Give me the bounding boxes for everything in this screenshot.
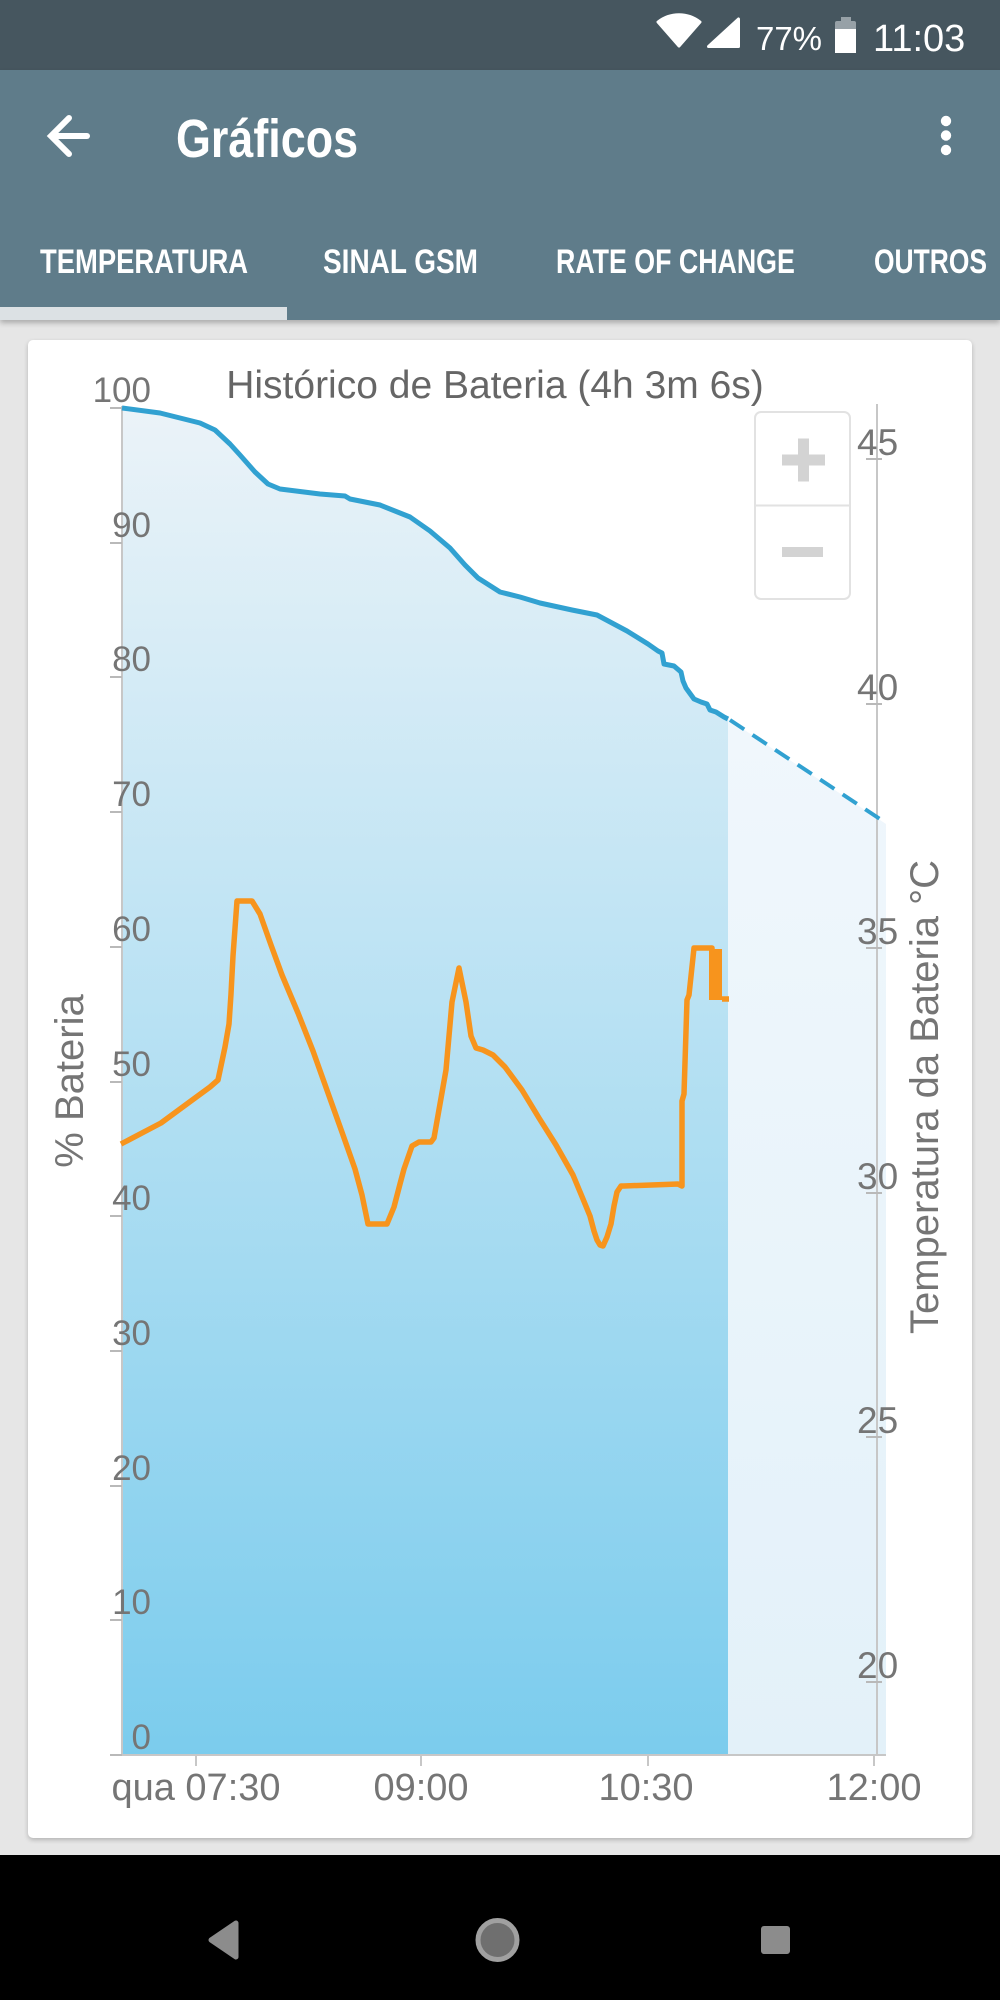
svg-text:0: 0 — [132, 1718, 151, 1757]
svg-text:30: 30 — [112, 1314, 151, 1353]
svg-text:11:03: 11:03 — [873, 18, 965, 60]
svg-text:10:30: 10:30 — [598, 1767, 693, 1809]
svg-text:20: 20 — [112, 1449, 151, 1488]
svg-text:25: 25 — [857, 1400, 898, 1441]
svg-text:35: 35 — [857, 911, 898, 952]
svg-text:90: 90 — [112, 506, 151, 545]
svg-text:80: 80 — [112, 640, 151, 679]
svg-text:50: 50 — [112, 1045, 151, 1084]
svg-text:20: 20 — [857, 1645, 898, 1686]
svg-text:77%: 77% — [756, 20, 822, 57]
svg-text:12:00: 12:00 — [826, 1767, 921, 1809]
svg-text:09:00: 09:00 — [373, 1767, 468, 1809]
svg-text:40: 40 — [857, 667, 898, 708]
svg-text:100: 100 — [93, 371, 151, 410]
svg-text:30: 30 — [857, 1156, 898, 1197]
svg-text:10: 10 — [112, 1583, 151, 1622]
svg-text:60: 60 — [112, 910, 151, 949]
svg-text:70: 70 — [112, 775, 151, 814]
svg-text:45: 45 — [857, 422, 898, 463]
svg-text:qua 07:30: qua 07:30 — [111, 1767, 280, 1809]
svg-text:Histórico de Bateria (4h 3m 6s: Histórico de Bateria (4h 3m 6s) — [226, 364, 764, 407]
svg-text:% Bateria: % Bateria — [48, 994, 92, 1168]
svg-text:40: 40 — [112, 1179, 151, 1218]
svg-text:Temperatura da Bateria °C: Temperatura da Bateria °C — [903, 860, 947, 1334]
